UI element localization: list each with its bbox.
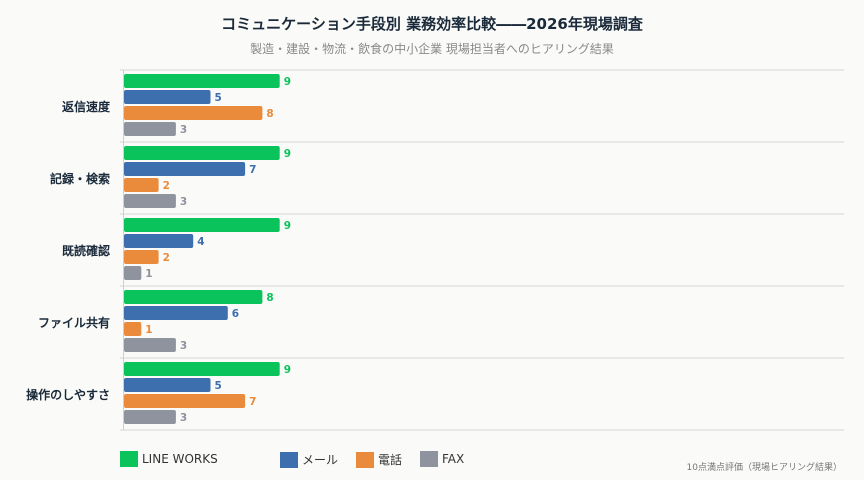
data-label: 4 bbox=[197, 236, 204, 248]
scale-note: 10点満点評価（現場ヒアリング結果） bbox=[686, 463, 842, 473]
bar-2 bbox=[124, 322, 142, 336]
category-label: ファイル共有 bbox=[38, 315, 110, 330]
bar-1 bbox=[124, 162, 246, 176]
legend-label: FAX bbox=[442, 452, 465, 466]
bar-0 bbox=[124, 218, 280, 232]
data-label: 1 bbox=[145, 268, 152, 280]
bar-1 bbox=[124, 306, 228, 320]
category-label: 操作のしやすさ bbox=[26, 387, 110, 402]
bar-3 bbox=[124, 266, 142, 280]
bar-0 bbox=[124, 362, 280, 376]
data-label: 5 bbox=[215, 380, 222, 392]
category-label: 記録・検索 bbox=[50, 171, 110, 186]
data-label: 9 bbox=[284, 364, 291, 376]
legend-swatch bbox=[120, 451, 138, 467]
data-label: 9 bbox=[284, 220, 291, 232]
legend-item-phone: 電話 bbox=[356, 451, 402, 468]
bar-2 bbox=[124, 178, 159, 192]
bar-3 bbox=[124, 122, 176, 136]
chart-title: コミュニケーション手段別 業務効率比較――2026年現場調査 bbox=[221, 15, 643, 33]
bar-2 bbox=[124, 106, 263, 120]
data-label: 2 bbox=[163, 180, 170, 192]
data-label: 1 bbox=[145, 324, 152, 336]
bar-1 bbox=[124, 234, 194, 248]
data-label: 9 bbox=[284, 148, 291, 160]
legend-label: LINE WORKS bbox=[142, 452, 218, 466]
legend-label: メール bbox=[302, 453, 339, 467]
bar-3 bbox=[124, 194, 176, 208]
data-label: 8 bbox=[266, 108, 273, 120]
category-label: 既読確認 bbox=[62, 243, 110, 258]
legend-swatch bbox=[356, 451, 374, 468]
data-label: 8 bbox=[266, 292, 273, 304]
data-label: 5 bbox=[215, 92, 222, 104]
legend-item-mail: メール bbox=[280, 451, 338, 468]
legend-swatch bbox=[280, 451, 298, 468]
data-label: 3 bbox=[180, 196, 187, 208]
bar-1 bbox=[124, 378, 211, 392]
bar-3 bbox=[124, 338, 176, 352]
bar-1 bbox=[124, 90, 211, 104]
data-label: 9 bbox=[284, 76, 291, 88]
legend-item-line-works: LINE WORKS bbox=[120, 451, 218, 467]
legend-swatch bbox=[420, 451, 438, 467]
data-label: 3 bbox=[180, 412, 187, 424]
data-label: 3 bbox=[180, 340, 187, 352]
data-label: 6 bbox=[232, 308, 239, 320]
legend-label: 電話 bbox=[378, 453, 403, 467]
bar-2 bbox=[124, 250, 159, 264]
bar-0 bbox=[124, 74, 280, 88]
chart-subtitle: 製造・建設・物流・飲食の中小企業 現場担当者へのヒアリング結果 bbox=[250, 42, 614, 56]
data-label: 2 bbox=[163, 252, 170, 264]
bar-2 bbox=[124, 394, 246, 408]
data-label: 3 bbox=[180, 124, 187, 136]
category-label: 返信速度 bbox=[62, 99, 111, 114]
bar-0 bbox=[124, 290, 263, 304]
data-label: 7 bbox=[249, 396, 256, 408]
bar-0 bbox=[124, 146, 280, 160]
data-label: 7 bbox=[249, 164, 256, 176]
bar-3 bbox=[124, 410, 176, 424]
legend-item-fax: FAX bbox=[420, 451, 464, 467]
